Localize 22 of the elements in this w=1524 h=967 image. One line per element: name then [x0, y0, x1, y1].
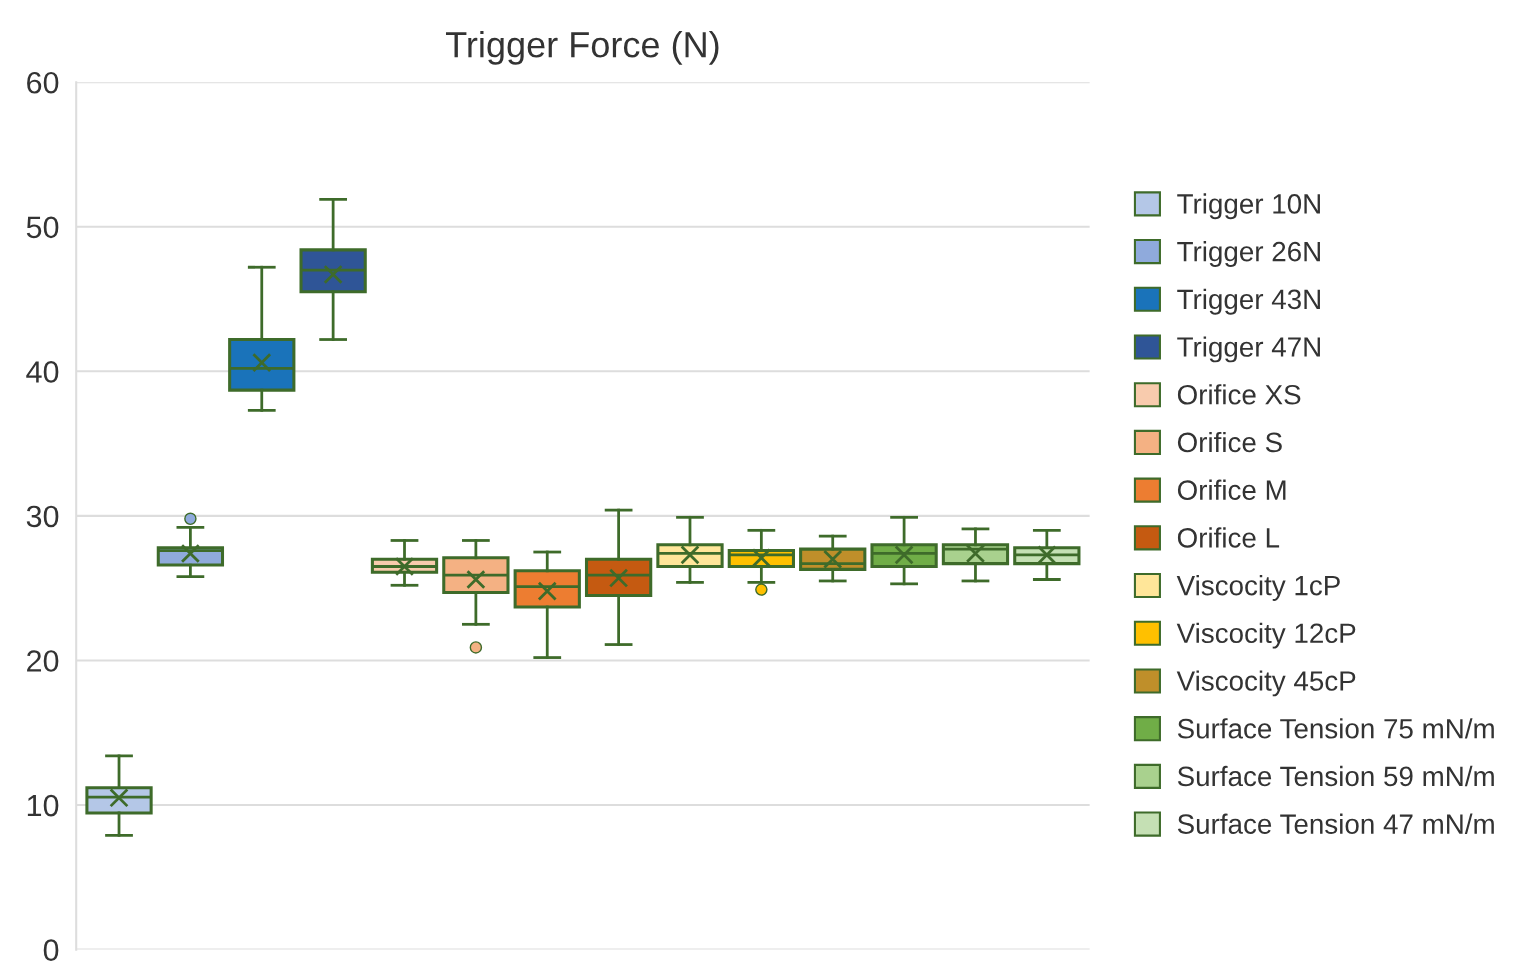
- y-tick-label: 10: [27, 794, 59, 817]
- y-tick-label: 60: [27, 71, 59, 94]
- y-tick-label: 40: [26, 361, 59, 383]
- legend-label: Trigger 47N: [1177, 336, 1320, 363]
- y-tick-label: 20: [27, 650, 59, 672]
- legend-label: Viscocity 45cP: [1176, 670, 1356, 697]
- legend-label: Viscocity 1cP: [1176, 575, 1340, 601]
- y-tick-label: 30: [26, 505, 59, 528]
- legend-label: Surface Tension 47 mN/m: [1177, 813, 1494, 834]
- legend-label: Surface Tension 75 mN/m: [1177, 718, 1494, 739]
- legend-label: Orifice S: [1177, 431, 1282, 453]
- legend-label: Surface Tension 59 mN/m: [1177, 765, 1494, 787]
- legend-label: Viscocity 12cP: [1176, 622, 1356, 649]
- legend-label: Orifice M: [1177, 479, 1286, 500]
- legend-label: Trigger 10N: [1177, 193, 1320, 220]
- legend-label: Orifice L: [1177, 527, 1280, 548]
- legend-label: Trigger 26N: [1177, 241, 1320, 267]
- legend-label: Orifice XS: [1177, 384, 1301, 405]
- chart-title: Trigger Force (N): [445, 31, 719, 65]
- y-tick-label: 50: [26, 216, 59, 239]
- legend-label: Trigger 43N: [1177, 288, 1320, 315]
- y-tick-label: 0: [43, 939, 59, 961]
